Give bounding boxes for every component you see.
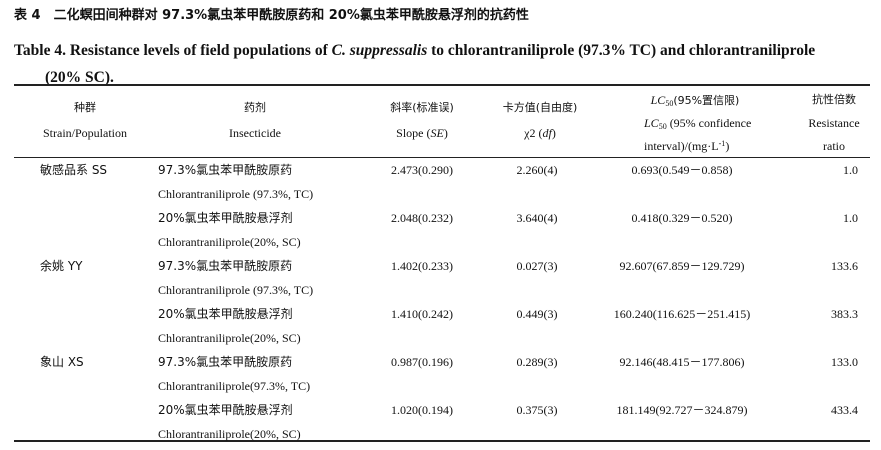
chi2: 2.260(4)	[516, 163, 558, 177]
header: 种群	[74, 101, 96, 114]
lc50: 160.240(116.625－251.415)	[613, 307, 751, 321]
insecticide-cn: 20%氯虫苯甲酰胺悬浮剂	[158, 211, 293, 225]
slope: 0.987(0.196)	[391, 355, 453, 369]
header: 抗性倍数	[812, 93, 856, 106]
chi2: 0.375(3)	[516, 403, 558, 417]
ratio: 433.4	[831, 403, 858, 417]
insecticide-en: Chlorantraniliprole(20%, SC)	[158, 427, 301, 441]
strain: 余姚 YY	[40, 259, 83, 273]
strain: 象山 XS	[40, 355, 84, 369]
header: 斜率(标准误)	[390, 101, 454, 114]
t: Slope (	[396, 126, 431, 140]
top-rule	[14, 84, 870, 86]
insecticide-en: Chlorantraniliprole(20%, SC)	[158, 235, 301, 249]
lc50: 92.607(67.859－129.729)	[619, 259, 745, 273]
slope: 1.410(0.242)	[391, 307, 453, 321]
header: 药剂	[244, 101, 266, 114]
ratio: 383.3	[831, 307, 858, 321]
t: 50	[665, 99, 674, 108]
header: 卡方值(自由度)	[502, 101, 578, 114]
header-rule	[14, 157, 870, 158]
t: )	[443, 126, 448, 140]
insecticide-en: Chlorantraniliprole (97.3%, TC)	[158, 283, 314, 297]
t: LC	[650, 93, 666, 107]
t: SE	[430, 126, 444, 140]
t: interval)/(mg·L	[644, 139, 719, 153]
insecticide-cn: 97.3%氯虫苯甲酰胺原药	[158, 355, 293, 369]
title-cn: 表 4 二化螟田间种群对 97.3%氯虫苯甲酰胺原药和 20%氯虫苯甲酰胺悬浮剂…	[14, 8, 529, 23]
t: df	[542, 126, 552, 140]
title-text: Table 4. Resistance levels of field popu…	[14, 42, 332, 59]
header: Strain/Population	[43, 126, 127, 140]
header: interval)/(mg·L-1)	[644, 139, 730, 153]
t: χ2 (	[524, 126, 543, 140]
insecticide-en: Chlorantraniliprole(20%, SC)	[158, 331, 301, 345]
lc50: 92.146(48.415－177.806)	[619, 355, 745, 369]
slope: 2.048(0.232)	[391, 211, 453, 225]
lc50: 0.693(0.549－0.858)	[631, 163, 733, 177]
header: χ2 (df)	[524, 127, 556, 139]
slope: 2.473(0.290)	[391, 163, 453, 177]
title-text: to chlorantraniliprole (97.3% TC) and ch…	[427, 42, 816, 59]
chi2: 0.027(3)	[516, 259, 558, 273]
header: Resistance	[808, 116, 860, 130]
ratio: 1.0	[843, 163, 858, 177]
chi2: 0.289(3)	[516, 355, 558, 369]
strain: 敏感品系 SS	[40, 163, 108, 177]
insecticide-cn: 20%氯虫苯甲酰胺悬浮剂	[158, 403, 293, 417]
insecticide-cn: 97.3%氯虫苯甲酰胺原药	[158, 259, 293, 273]
title-en: Table 4. Resistance levels of field popu…	[14, 37, 815, 91]
bottom-rule	[14, 440, 870, 442]
ratio: 133.6	[831, 259, 858, 273]
t: (95%置信限)	[673, 94, 740, 107]
slope: 1.020(0.194)	[391, 403, 453, 417]
header: LC50(95%置信限)	[651, 94, 740, 108]
lc50: 0.418(0.329－0.520)	[631, 211, 733, 225]
t: -1	[718, 139, 726, 148]
t: LC	[644, 116, 659, 130]
header: LC50 (95% confidence	[644, 117, 751, 131]
header: ratio	[823, 139, 845, 153]
slope: 1.402(0.233)	[391, 259, 453, 273]
header: Slope (SE)	[396, 127, 448, 139]
chi2: 3.640(4)	[516, 211, 558, 225]
chi2: 0.449(3)	[516, 307, 558, 321]
insecticide-en: Chlorantraniliprole(97.3%, TC)	[158, 379, 311, 393]
t: )	[551, 126, 556, 140]
insecticide-en: Chlorantraniliprole (97.3%, TC)	[158, 187, 314, 201]
insecticide-cn: 20%氯虫苯甲酰胺悬浮剂	[158, 307, 293, 321]
title-text: (20% SC).	[45, 69, 114, 86]
insecticide-cn: 97.3%氯虫苯甲酰胺原药	[158, 163, 293, 177]
lc50: 181.149(92.727－324.879)	[616, 403, 748, 417]
t: (95% confidence	[666, 116, 752, 130]
ratio: 133.0	[831, 355, 858, 369]
ratio: 1.0	[843, 211, 858, 225]
header: Insecticide	[229, 126, 281, 140]
t: )	[725, 139, 730, 153]
t: 50	[658, 122, 667, 131]
species: C. suppressalis	[331, 42, 428, 59]
